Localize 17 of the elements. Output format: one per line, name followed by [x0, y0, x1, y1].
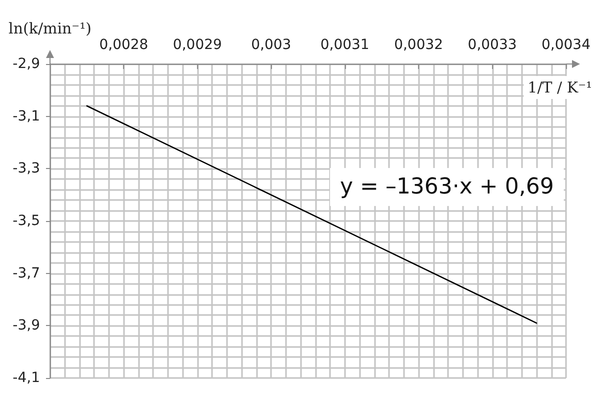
annotation: y = –1363·x + 0,69: [340, 174, 554, 200]
x-tick-label: 0,0032: [394, 37, 444, 53]
x-tick-label: 0,0028: [99, 37, 148, 53]
y-tick-label: -4,1: [12, 370, 40, 386]
x-axis-title: 1/T / K⁻¹: [528, 78, 592, 96]
x-tick-label: 0,0031: [320, 37, 370, 53]
x-tick-label: 0,0034: [542, 37, 591, 53]
y-tick-label: -3,5: [12, 213, 40, 229]
y-tick-label: -3,1: [12, 108, 40, 124]
x-tick-label: 0,0029: [172, 37, 222, 53]
y-tick-label: -3,9: [12, 318, 40, 334]
y-axis-title: ln(k/min⁻¹): [8, 20, 92, 38]
y-tick-label: -3,7: [12, 265, 40, 282]
y-tick-label: -2,9: [12, 56, 40, 72]
x-tick-label: 0,0033: [468, 37, 517, 53]
y-tick-label: -3,3: [12, 160, 40, 177]
x-tick-label: 0,003: [251, 37, 292, 53]
